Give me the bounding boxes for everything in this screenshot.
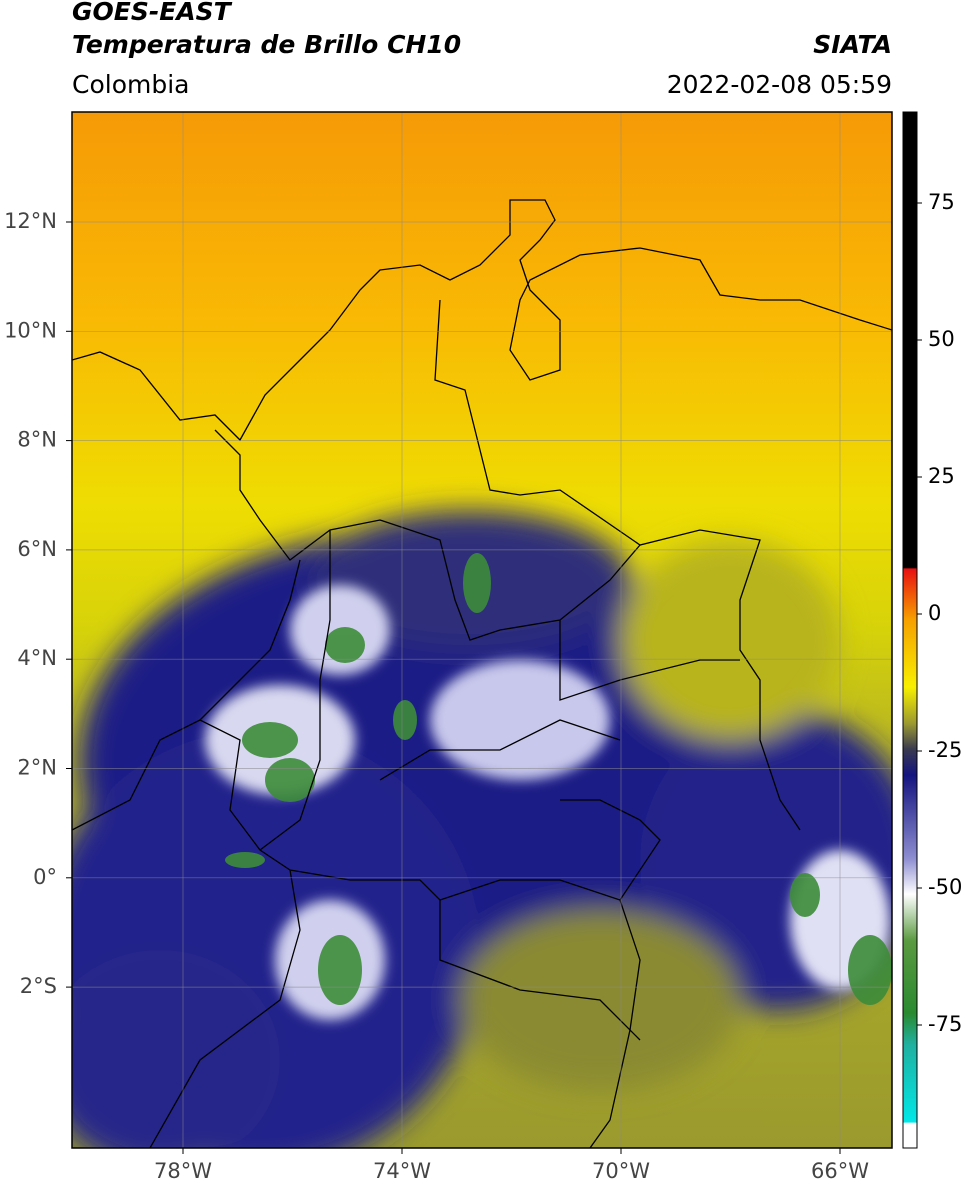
colorbar-label: 25: [928, 464, 955, 488]
colorbar-label: 75: [928, 190, 955, 214]
map-frame: [71, 111, 893, 1149]
colorbar-label: -75: [928, 1012, 962, 1036]
coldest-tops: [225, 553, 892, 1005]
lon-label: 74°W: [373, 1159, 431, 1183]
lat-label: 8°N: [17, 428, 57, 452]
datetime: 2022-02-08 05:59: [667, 70, 892, 99]
product: Temperatura de Brillo CH10: [72, 30, 461, 59]
cloud-field: [72, 510, 892, 1148]
lat-label: 2°S: [20, 974, 57, 998]
colorbar: [902, 111, 918, 1149]
lon-label: 70°W: [592, 1159, 650, 1183]
colorbar-label: -50: [928, 875, 962, 899]
lat-label: 4°N: [17, 646, 57, 670]
lat-label: 0°: [33, 865, 57, 889]
satellite-image: [72, 112, 892, 1148]
lon-label: 66°W: [811, 1159, 869, 1183]
lat-label: 12°N: [4, 209, 57, 233]
colorbar-label: 50: [928, 327, 955, 351]
region: Colombia: [72, 70, 189, 99]
lon-label: 78°W: [154, 1159, 212, 1183]
lat-label: 6°N: [17, 537, 57, 561]
graticule: [72, 112, 892, 1148]
lat-label: 10°N: [4, 318, 57, 342]
source: SIATA: [813, 30, 892, 59]
colorbar-label: 0: [928, 601, 941, 625]
satellite: GOES-EAST: [72, 0, 233, 26]
lat-label: 2°N: [17, 756, 57, 780]
colorbar-label: -25: [928, 738, 962, 762]
